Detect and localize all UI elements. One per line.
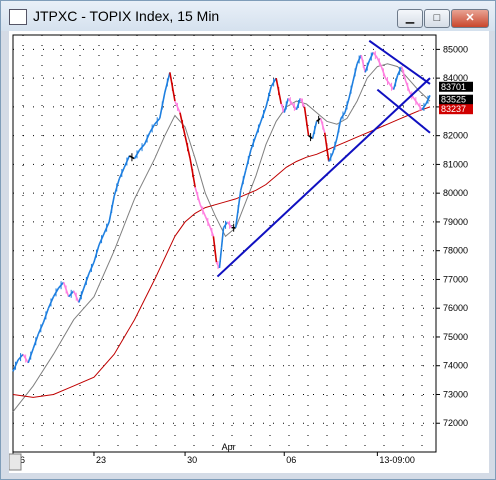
price-chart[interactable]: 8500084000830008200081000800007900078000… [8, 31, 489, 473]
fast-average-line [12, 63, 431, 413]
y-tick-label: 73000 [443, 389, 468, 399]
y-tick-label: 80000 [443, 188, 468, 198]
y-tick-label: 82000 [443, 131, 468, 141]
x-tick-label: 30 [187, 455, 197, 465]
y-tick-label: 85000 [443, 44, 468, 54]
x-tick-label: 06 [286, 455, 296, 465]
y-tick-label: 75000 [443, 332, 468, 342]
y-tick-label: 77000 [443, 274, 468, 284]
trendline [376, 88, 431, 134]
price-label-box [439, 94, 473, 105]
chart-panel[interactable]: 8500084000830008200081000800007900078000… [8, 31, 489, 473]
y-tick-label: 81000 [443, 159, 468, 169]
price-label-box [439, 81, 473, 92]
x-tick-label: 13-09:00 [379, 455, 415, 465]
y-tick-label: 84000 [443, 73, 468, 83]
x-marker-label: Apr [222, 442, 236, 452]
price-label-text: 83237 [441, 104, 466, 114]
y-tick-label: 76000 [443, 303, 468, 313]
title-bar[interactable]: JTPXC - TOPIX Index, 15 Min ▁ □ ✕ [1, 1, 495, 31]
trendline [368, 39, 431, 85]
y-tick-label: 72000 [443, 418, 468, 428]
y-tick-label: 78000 [443, 246, 468, 256]
y-tick-label: 79000 [443, 217, 468, 227]
plot-frame [12, 34, 437, 453]
chart-app-icon [9, 9, 27, 25]
minimize-button[interactable]: ▁ [397, 9, 423, 28]
window-title: JTPXC - TOPIX Index, 15 Min [33, 8, 220, 24]
price-label-text: 83525 [441, 95, 466, 105]
close-button[interactable]: ✕ [451, 9, 489, 28]
y-tick-label: 74000 [443, 361, 468, 371]
price-label-box [439, 104, 473, 115]
x-tick-label: 23 [96, 455, 106, 465]
scroll-handle [8, 453, 22, 471]
price-label-text: 83701 [441, 82, 466, 92]
maximize-button[interactable]: □ [424, 9, 450, 28]
trendline [216, 77, 431, 278]
